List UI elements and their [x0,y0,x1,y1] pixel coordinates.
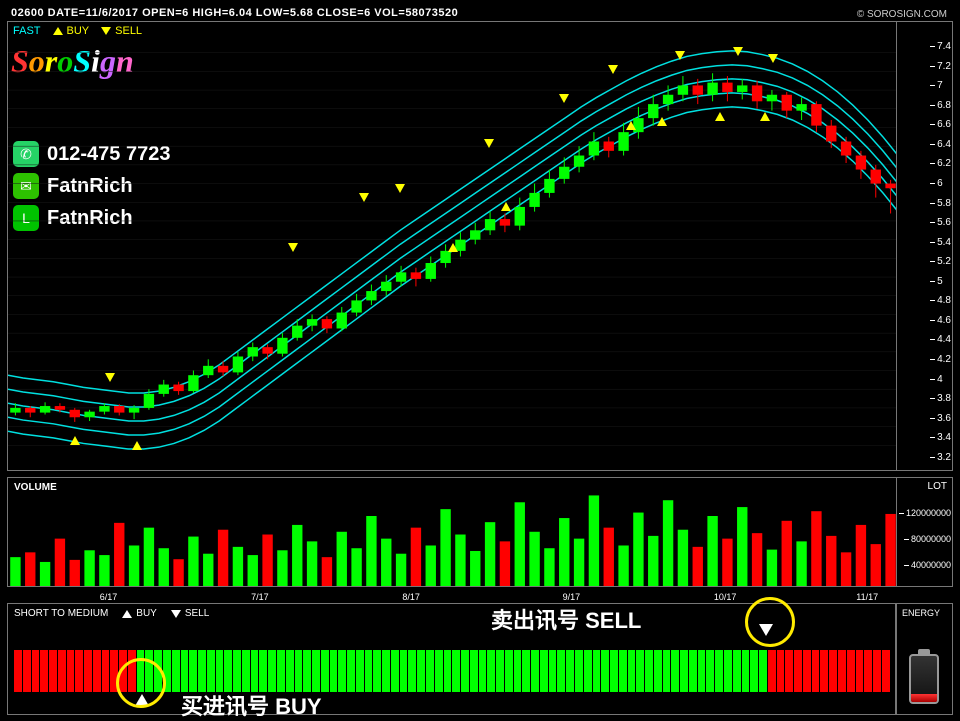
buy-annotation-text: 买进讯号 BUY [181,689,322,721]
info-bar: 02600 DATE=11/6/2017 OPEN=6 HIGH=6.04 LO… [11,7,458,19]
triangle-down-icon [171,610,181,618]
x-axis-main [8,458,896,470]
sell-signal-marker [759,624,773,636]
triangle-up-icon [122,610,132,618]
copyright-text: © SOROSIGN.COM [857,9,947,20]
energy-panel: ENERGY [895,603,953,715]
stm-bars [14,650,890,692]
buy-signal-marker [135,694,149,706]
y-axis-main: 7.47.276.86.66.46.265.85.65.45.254.84.64… [930,23,951,473]
sell-annotation-text: 卖出讯号 SELL [491,603,641,635]
short-to-medium-panel[interactable]: SHORT TO MEDIUM BUY SELL [7,603,897,715]
battery-icon [909,649,939,704]
volume-chart[interactable]: VOLUME 6/177/178/179/1710/1711/17 [7,477,897,587]
stm-header: SHORT TO MEDIUM BUY SELL [14,608,209,619]
main-price-chart[interactable] [7,21,897,471]
lot-label: LOT [928,481,947,492]
volume-right-panel [895,477,953,587]
volume-svg [8,492,896,586]
energy-label: ENERGY [902,608,940,618]
volume-label: VOLUME [14,482,57,493]
